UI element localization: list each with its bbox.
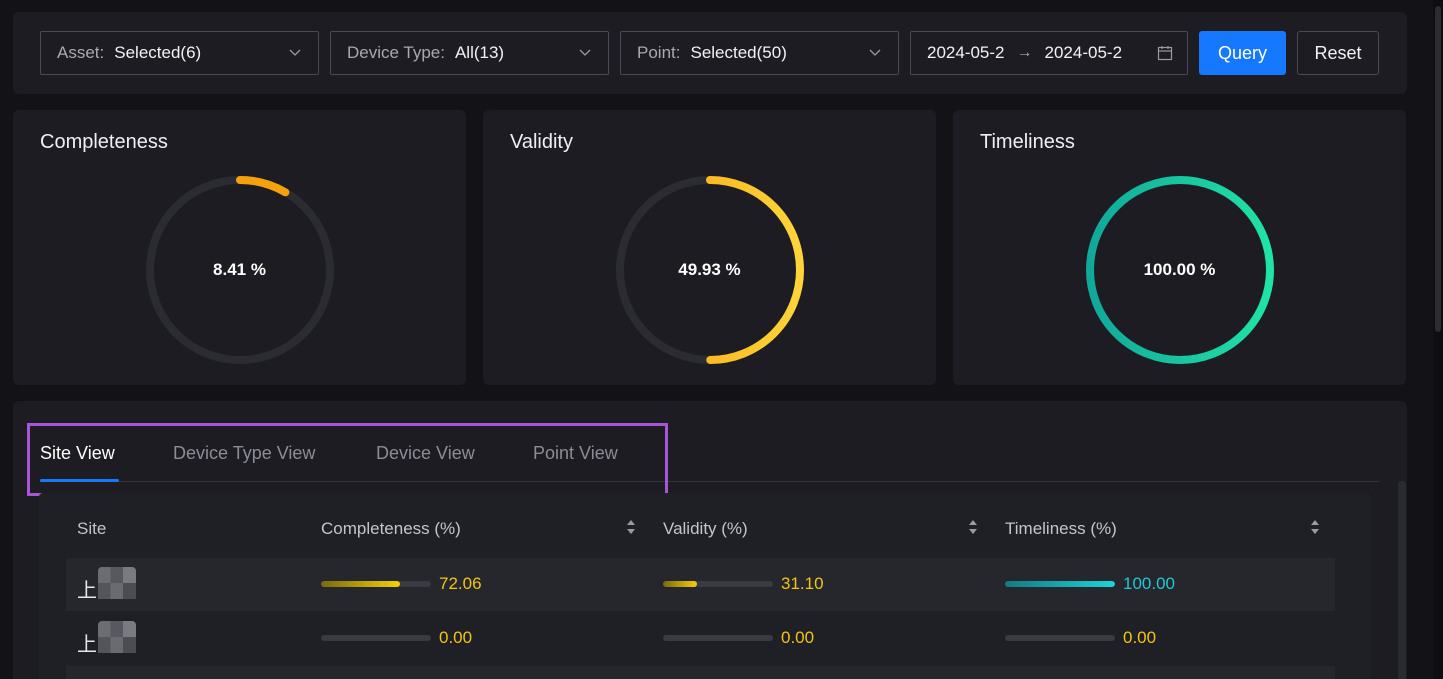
device-type-select[interactable]: Device Type: All(13)	[330, 31, 609, 75]
validity-bar	[663, 635, 773, 641]
sort-icon[interactable]	[1310, 519, 1320, 535]
timeliness-value: 100.00	[1123, 574, 1175, 593]
completeness-card: Completeness 8.41 %	[13, 110, 466, 385]
gauge-arc	[146, 176, 334, 364]
asset-select[interactable]: Asset: Selected(6)	[40, 31, 319, 75]
tabs-highlight-box	[27, 423, 668, 496]
tab-point-view[interactable]: Point View	[533, 443, 618, 463]
data-quality-table-panel: Site View Device Type View Device View P…	[13, 401, 1407, 679]
table-scrollbar[interactable]	[1398, 481, 1406, 679]
gauge-arc	[616, 176, 804, 364]
column-header-site: Site	[77, 519, 107, 538]
timeliness-value: 0.00	[1123, 628, 1157, 647]
asset-label: Asset:	[57, 43, 105, 62]
validity-card: Validity 49.93 %	[483, 110, 936, 385]
validity-bar	[663, 581, 773, 587]
validity-bar-fill	[663, 581, 698, 587]
timeliness-value: 100.00 %	[1143, 260, 1216, 279]
point-label: Point:	[637, 43, 681, 62]
start-date-input[interactable]: 2024-05-2	[927, 43, 1005, 62]
redacted-site-name	[98, 621, 136, 653]
tab-device-type-view[interactable]: Device Type View	[173, 443, 316, 463]
page-scrollbar-thumb[interactable]	[1435, 6, 1441, 332]
validity-gauge	[616, 176, 804, 364]
card-title: Timeliness	[980, 131, 1075, 153]
gauge-arc	[1086, 176, 1274, 364]
end-date-input[interactable]: 2024-05-2	[1044, 43, 1123, 62]
completeness-value: 72.06	[439, 574, 482, 593]
column-header-completeness[interactable]: Completeness (%)	[321, 519, 461, 538]
date-range-picker[interactable]: 2024-05-2 → 2024-05-2	[910, 31, 1188, 75]
completeness-bar	[321, 635, 431, 641]
page-scrollbar[interactable]	[1433, 0, 1443, 679]
tab-site-view[interactable]: Site View	[40, 443, 115, 463]
device-type-label: Device Type:	[347, 43, 445, 62]
point-value: Selected(50)	[690, 43, 787, 62]
view-tabs: Site View Device Type View Device View P…	[40, 425, 1379, 482]
chevron-down-icon	[289, 49, 301, 56]
site-name: 上	[77, 634, 97, 656]
chevron-down-icon	[869, 49, 881, 56]
card-title: Validity	[510, 131, 573, 153]
completeness-bar	[321, 581, 431, 587]
redacted-site-name	[98, 567, 136, 599]
card-title: Completeness	[40, 131, 168, 153]
completeness-value: 8.41 %	[213, 260, 266, 279]
timeliness-bar-fill	[1005, 581, 1115, 587]
asset-value: Selected(6)	[114, 43, 202, 62]
device-type-value: All(13)	[454, 43, 505, 62]
point-select[interactable]: Point: Selected(50)	[620, 31, 899, 75]
table-row[interactable]	[66, 666, 1335, 679]
site-name: 上	[77, 580, 97, 602]
active-tab-indicator	[40, 479, 119, 482]
validity-value: 49.93 %	[678, 260, 741, 279]
site-table: Site Completeness (%) Validity (%) Timel…	[39, 493, 1371, 679]
column-header-timeliness[interactable]: Timeliness (%)	[1005, 519, 1117, 538]
completeness-gauge	[146, 176, 334, 364]
reset-button[interactable]: Reset	[1297, 31, 1379, 75]
filter-bar: Asset: Selected(6) Device Type: All(13) …	[13, 12, 1407, 94]
calendar-icon	[1157, 46, 1173, 61]
timeliness-card: Timeliness 100.00 %	[953, 110, 1406, 385]
query-button[interactable]: Query	[1199, 31, 1286, 75]
tab-device-view[interactable]: Device View	[376, 443, 475, 463]
validity-value: 0.00	[781, 628, 815, 647]
range-arrow-icon: →	[1016, 44, 1033, 61]
table-row[interactable]: 上 72.06 31.10 100.00	[66, 558, 1335, 611]
completeness-bar-fill	[321, 581, 401, 587]
column-header-validity[interactable]: Validity (%)	[663, 519, 748, 538]
timeliness-bar	[1005, 635, 1115, 641]
table-row[interactable]: 上 0.00 0.00 0.00	[66, 612, 1335, 665]
timeliness-gauge	[1086, 176, 1274, 364]
sort-icon[interactable]	[626, 519, 636, 535]
validity-value: 31.10	[781, 574, 824, 593]
completeness-value: 0.00	[439, 628, 473, 647]
chevron-down-icon	[579, 49, 591, 56]
sort-icon[interactable]	[968, 519, 978, 535]
timeliness-bar	[1005, 581, 1115, 587]
